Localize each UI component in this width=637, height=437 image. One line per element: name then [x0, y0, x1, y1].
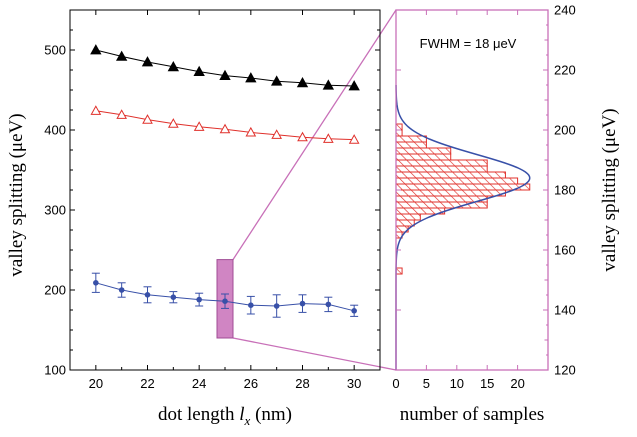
data-point — [115, 50, 128, 61]
x-tick-label: 24 — [192, 376, 206, 391]
gaussian-fit-curve — [395, 84, 531, 370]
x-tick-label: 30 — [347, 376, 361, 391]
left-series-group — [90, 44, 360, 318]
data-point — [351, 308, 357, 314]
data-point — [118, 287, 125, 293]
x-tick-label: 15 — [480, 376, 494, 391]
histogram-x-axis-ticks: 0 5 10 15 20 — [392, 10, 525, 391]
y-tick-label: 160 — [554, 243, 576, 258]
y-tick-label: 200 — [554, 123, 576, 138]
y-tick-label: 120 — [554, 363, 576, 378]
data-point — [273, 303, 280, 309]
left-y-axis-ticks: 100 200 300 400 500 — [44, 29, 380, 378]
histogram-bar — [395, 129, 403, 137]
histogram-bar — [395, 213, 421, 221]
x-tick-label: 28 — [295, 376, 309, 391]
x-tick-label: 22 — [140, 376, 154, 391]
data-point — [245, 126, 257, 137]
histogram-bar — [395, 147, 452, 155]
series-open-triangle — [90, 105, 360, 144]
histogram-bar — [395, 177, 519, 185]
y-tick-label: 140 — [554, 303, 576, 318]
data-point — [348, 80, 360, 91]
histogram-x-axis-label: number of samples — [400, 404, 545, 425]
histogram-bar — [395, 159, 488, 167]
data-point — [141, 56, 154, 67]
data-point — [245, 72, 257, 83]
y-tick-label: 220 — [554, 63, 576, 78]
series-line — [95, 49, 355, 87]
data-point — [325, 301, 332, 308]
y-tick-label: 400 — [44, 123, 66, 138]
data-point — [93, 280, 99, 286]
histogram-bar — [395, 123, 403, 131]
series-filled-triangle — [90, 44, 360, 91]
histogram-bar — [395, 135, 427, 143]
y-tick-label: 100 — [44, 363, 66, 378]
histogram-bar — [395, 141, 427, 149]
histogram-bar — [395, 195, 488, 203]
histogram-y-axis-label: valley splitting (μeV) — [599, 108, 620, 271]
data-point — [193, 121, 205, 131]
connector-line-bottom — [232, 337, 397, 371]
data-point — [90, 105, 102, 115]
data-point — [116, 109, 128, 119]
data-point — [167, 60, 180, 72]
series-dot-errorbar — [91, 272, 359, 318]
histogram-bars — [395, 123, 531, 275]
histogram-bar — [395, 189, 506, 197]
y-tick-label: 300 — [44, 203, 66, 218]
connector-line-top — [232, 9, 397, 260]
data-point — [297, 131, 308, 142]
data-point — [248, 302, 254, 309]
data-point — [296, 76, 309, 88]
fwhm-annotation: FWHM = 18 μeV — [420, 36, 517, 51]
histogram-bar — [395, 183, 531, 191]
y-tick-label: 200 — [44, 283, 66, 298]
data-point — [271, 129, 283, 139]
histogram-bar — [395, 165, 488, 173]
histogram-plot: 0 5 10 15 20 120 140 160 180 200 220 240 FWHM = 18… — [392, 3, 620, 426]
x-tick-label: 26 — [244, 376, 258, 391]
x-tick-label: 20 — [510, 376, 524, 391]
left-x-axis-ticks: 20 22 24 26 28 30 — [69, 10, 381, 391]
left-y-axis-label: valley splitting (μeV) — [6, 113, 27, 276]
x-tick-label: 0 — [392, 376, 399, 391]
histogram-bar — [395, 267, 403, 275]
data-point — [222, 298, 228, 305]
x-tick-label: 20 — [89, 376, 103, 391]
histogram-bar — [395, 219, 415, 227]
y-tick-label: 180 — [554, 183, 576, 198]
left-plot: 20 22 24 26 28 30 100 200 300 400 500 dot length … — [6, 9, 381, 428]
data-point — [348, 134, 360, 144]
data-point — [270, 75, 283, 86]
y-tick-label: 500 — [44, 43, 66, 58]
data-point — [193, 65, 205, 76]
data-point — [219, 123, 231, 134]
left-x-axis-label: dot length lx (nm) — [158, 404, 292, 428]
y-tick-label: 240 — [554, 3, 576, 18]
data-point — [142, 114, 153, 124]
data-point — [322, 79, 335, 90]
data-point — [170, 294, 177, 301]
x-tick-label: 5 — [423, 376, 430, 391]
data-point — [167, 118, 179, 128]
x-tick-label: 10 — [450, 376, 464, 391]
data-point — [322, 133, 334, 143]
histogram-bar — [395, 153, 452, 161]
data-point — [219, 69, 231, 80]
histogram-bar — [395, 171, 506, 179]
zoom-connector-lines — [232, 9, 397, 371]
data-point — [196, 296, 202, 303]
data-point — [144, 292, 151, 298]
data-point — [299, 300, 306, 307]
histogram-y-axis-ticks: 120 140 160 180 200 220 240 — [396, 3, 576, 378]
data-point — [90, 44, 102, 55]
